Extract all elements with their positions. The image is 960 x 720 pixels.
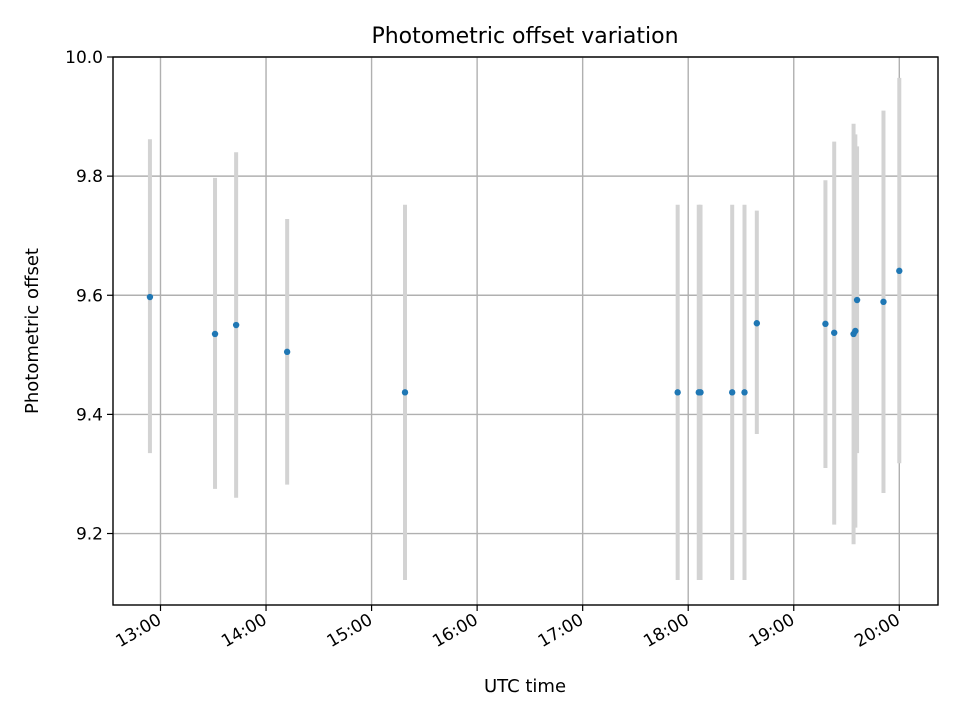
y-axis: 9.2 9.4 9.6 9.8 10.0 [65, 48, 113, 545]
y-tick-label: 9.4 [76, 405, 103, 425]
data-point [697, 389, 704, 396]
x-tick-label: 16:00 [429, 610, 481, 652]
x-tick-label: 18:00 [640, 610, 692, 652]
data-point [896, 267, 903, 275]
error-bars [147, 77, 902, 580]
x-tick-label: 13:00 [113, 610, 165, 652]
plot-frame [112, 56, 939, 606]
data-point [741, 389, 748, 396]
y-axis-label: Photometric offset [22, 248, 43, 414]
data-point [146, 293, 154, 301]
data-point [211, 330, 219, 338]
x-tick-label: 17:00 [535, 610, 587, 652]
x-tick-label: 15:00 [324, 610, 376, 652]
data-point [880, 298, 887, 306]
data-point [831, 329, 838, 336]
x-tick-label: 20:00 [851, 610, 903, 652]
data-point [728, 389, 736, 396]
x-tick-label: 19:00 [746, 610, 798, 652]
y-tick-label: 9.2 [76, 525, 103, 545]
data-point [674, 389, 681, 396]
data-point [401, 389, 409, 396]
x-axis: 13:00 14:00 15:00 16:00 17:00 18:00 19:00 20:00 [113, 605, 904, 652]
data-point [283, 348, 291, 356]
data-point [753, 320, 761, 327]
data-point [852, 327, 859, 335]
x-tick-label: 14:00 [218, 610, 270, 652]
x-axis-label: UTC time [484, 676, 566, 697]
y-tick-label: 10.0 [65, 48, 103, 68]
y-tick-label: 9.6 [76, 286, 103, 306]
chart-title: Photometric offset variation [371, 24, 678, 49]
data-point [853, 296, 861, 304]
data-points [146, 267, 903, 396]
y-tick-label: 9.8 [76, 167, 103, 187]
data-point [822, 320, 829, 328]
data-point [232, 321, 240, 329]
